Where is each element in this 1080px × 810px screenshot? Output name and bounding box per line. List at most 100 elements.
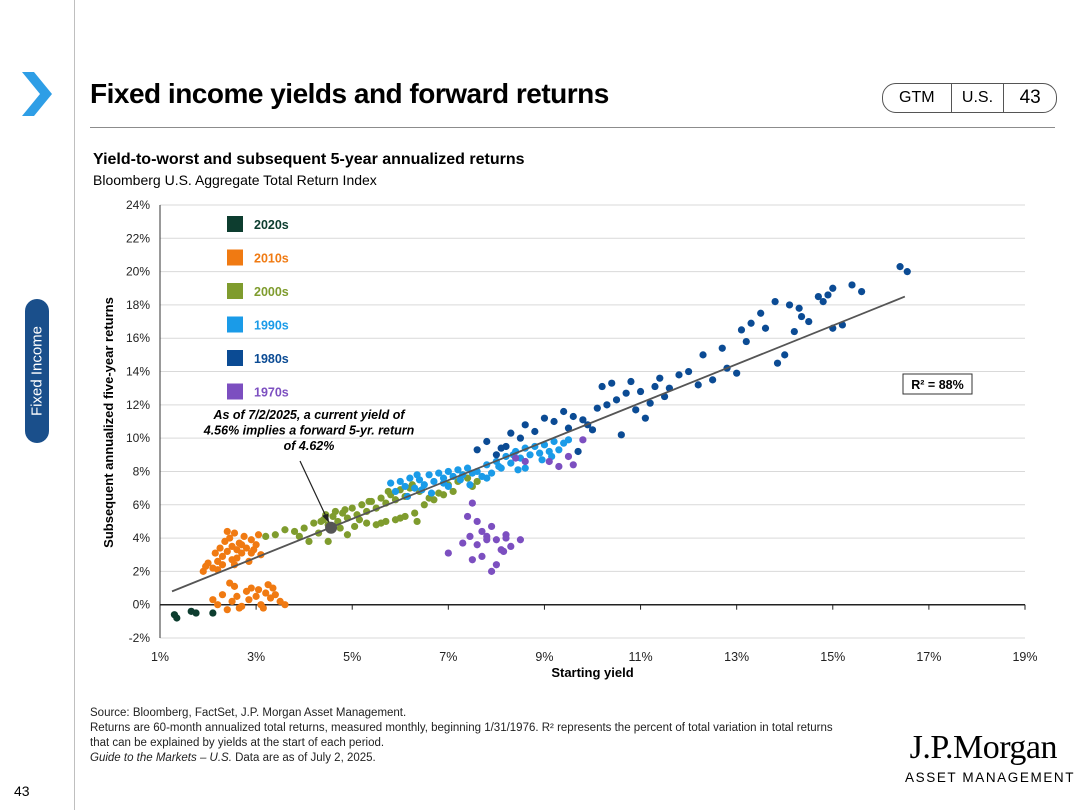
point-1980s	[507, 429, 515, 437]
point-1980s	[598, 382, 606, 391]
y-tick-label: 8%	[133, 464, 151, 478]
r2-label: R² = 88%	[911, 378, 963, 392]
point-1980s	[709, 376, 717, 384]
point-2010s	[235, 604, 243, 612]
point-2010s	[233, 592, 241, 600]
x-tick-label: 5%	[343, 650, 361, 664]
point-1980s	[699, 351, 707, 359]
annotation-line: of 4.62%	[284, 439, 335, 453]
r2-box	[902, 373, 973, 395]
legend-label-1990s: 1990s	[254, 319, 289, 333]
point-2000s	[271, 531, 279, 539]
point-1980s	[632, 406, 640, 414]
point-2020s	[173, 614, 181, 622]
point-1970s	[483, 536, 491, 544]
point-1970s	[564, 452, 573, 461]
point-1970s	[569, 461, 577, 469]
point-1980s	[608, 379, 616, 387]
point-2010s	[204, 559, 212, 567]
point-1970s	[478, 527, 486, 536]
point-1990s	[526, 451, 534, 459]
point-2010s	[226, 579, 234, 587]
point-1970s	[512, 454, 520, 462]
point-1980s	[790, 327, 798, 336]
point-2010s	[269, 584, 277, 592]
point-2010s	[218, 561, 227, 569]
point-1970s	[521, 457, 529, 466]
point-1980s	[550, 417, 558, 426]
point-1980s	[675, 371, 683, 379]
point-1990s	[396, 477, 404, 486]
point-2000s	[331, 507, 340, 516]
point-1980s	[824, 291, 832, 299]
point-2000s	[351, 522, 359, 531]
point-1980s	[742, 337, 750, 346]
point-1970s	[468, 556, 476, 564]
point-1980s	[718, 344, 726, 352]
point-1970s	[444, 549, 452, 557]
point-1980s	[795, 304, 803, 312]
point-1980s	[579, 416, 587, 424]
point-2000s	[396, 514, 404, 522]
legend-label-2000s: 2000s	[254, 285, 289, 299]
point-1970s	[473, 541, 481, 549]
point-2010s	[254, 586, 263, 594]
x-tick-label: 7%	[439, 650, 457, 664]
point-1990s	[550, 437, 558, 446]
point-2000s	[355, 516, 364, 524]
y-tick-label: 0%	[133, 598, 151, 612]
point-1970s	[502, 534, 510, 542]
point-1990s	[564, 436, 573, 444]
point-2000s	[384, 487, 392, 496]
point-1980s	[588, 426, 597, 434]
point-2000s	[341, 506, 349, 514]
chart-subtitle: Bloomberg U.S. Aggregate Total Return In…	[93, 172, 377, 188]
point-2010s	[245, 596, 253, 604]
point-2000s	[473, 477, 481, 486]
y-tick-label: 10%	[126, 431, 150, 445]
point-2000s	[305, 537, 313, 546]
annotation-arrowhead	[322, 513, 330, 523]
point-1980s	[516, 434, 525, 442]
point-1990s	[463, 464, 472, 472]
legend-swatch-1970s	[227, 383, 243, 400]
legend-swatch-2010s	[227, 249, 243, 266]
point-2010s	[247, 549, 255, 557]
returns-note-cont: that can be explained by yields at the s…	[90, 737, 385, 749]
point-2010s	[238, 541, 246, 549]
point-1970s	[487, 522, 496, 531]
y-tick-label: 6%	[133, 498, 151, 512]
x-tick-label: 19%	[1012, 650, 1037, 664]
point-1980s	[540, 414, 549, 422]
point-2010s	[240, 532, 248, 541]
current-yield-marker	[325, 521, 338, 534]
point-2010s	[209, 596, 217, 604]
series-1970s	[444, 436, 587, 575]
point-1980s	[757, 309, 765, 317]
point-1980s	[641, 414, 649, 422]
point-1980s	[603, 401, 611, 409]
point-1980s	[617, 431, 625, 439]
point-2010s	[230, 529, 239, 537]
legend-swatch-1990s	[227, 316, 243, 333]
chevron-right-icon	[22, 72, 52, 116]
point-2000s	[262, 532, 270, 541]
point-1980s	[819, 297, 827, 306]
point-2000s	[324, 537, 332, 546]
x-axis-label: Starting yield	[551, 665, 633, 680]
point-2000s	[449, 487, 457, 496]
section-tab[interactable]	[25, 299, 49, 443]
point-1970s	[579, 436, 587, 444]
series-1980s	[473, 263, 911, 459]
point-1980s	[848, 281, 856, 289]
point-1990s	[521, 464, 529, 472]
point-2000s	[300, 524, 308, 532]
point-1980s	[781, 351, 789, 359]
point-1980s	[646, 399, 654, 407]
guide-date: Data are as of July 2, 2025.	[231, 752, 376, 764]
point-1970s	[499, 547, 508, 556]
point-1980s	[694, 381, 702, 389]
point-1990s	[444, 467, 452, 476]
point-1980s	[521, 421, 529, 429]
y-tick-label: 22%	[126, 231, 150, 245]
